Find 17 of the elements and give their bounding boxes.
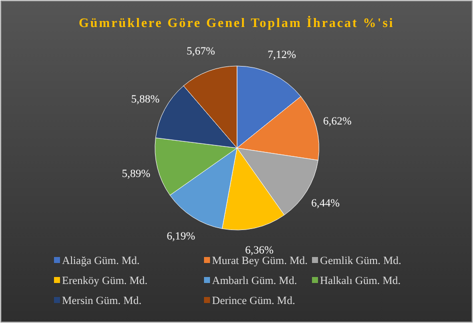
data-label: 6,62% <box>323 116 352 128</box>
legend-label: Gemlik Güm. Md. <box>320 255 402 267</box>
legend-label: Mersin Güm. Md. <box>62 295 142 307</box>
legend-label: Aliağa Güm. Md. <box>62 255 140 267</box>
data-label: 6,44% <box>311 197 340 210</box>
data-label: 5,89% <box>122 168 150 180</box>
legend-label: Erenköy Güm. Md. <box>62 275 148 287</box>
legend-label: Murat Bey Güm. Md. <box>212 255 308 267</box>
legend-label: Halkalı Güm. Md. <box>320 275 401 287</box>
legend-label: Derince Güm. Md. <box>212 295 296 307</box>
data-label: 5,67% <box>186 45 216 58</box>
data-label: 6,36% <box>245 244 274 256</box>
data-label: 7,12% <box>268 49 296 62</box>
legend-label: Ambarlı Güm. Md. <box>212 275 298 287</box>
chart-title: Gümrüklere Göre Genel Toplam İhracat %'si <box>78 15 394 30</box>
data-label: 6,19% <box>166 230 196 242</box>
data-label: 5,88% <box>131 94 160 106</box>
